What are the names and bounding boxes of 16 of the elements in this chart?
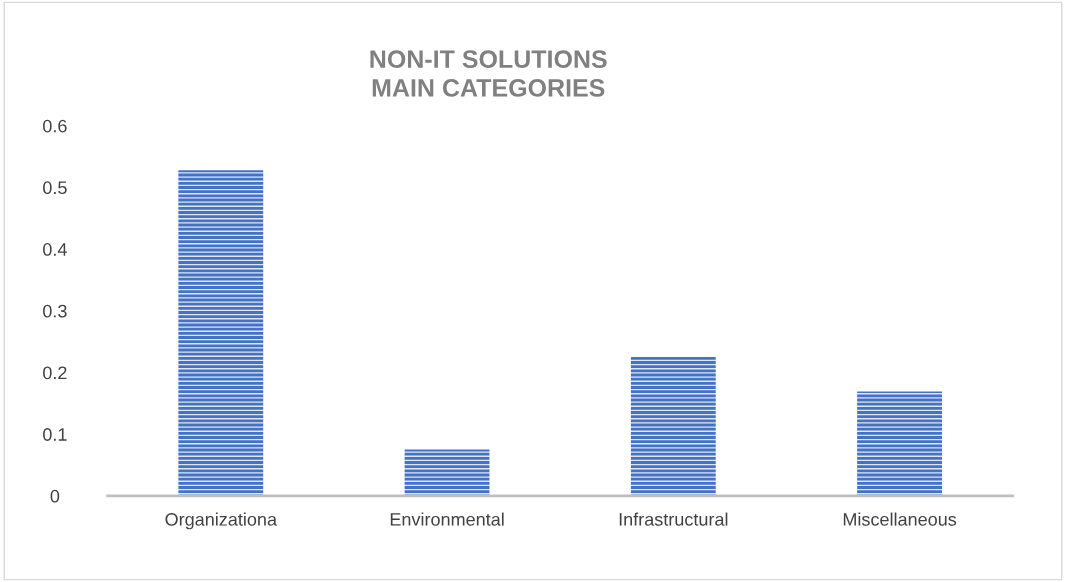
y-tick-label: 0.5 (43, 181, 67, 195)
y-tick-label: 0.6 (43, 119, 67, 133)
bar (404, 449, 490, 496)
bar (857, 391, 942, 496)
bar (630, 357, 716, 496)
y-tick-label: 0.3 (43, 304, 67, 318)
x-tick-label: Miscellaneous (843, 512, 957, 526)
x-tick-label: Infrastructural (619, 512, 728, 526)
x-tick-label: Environmental (390, 512, 504, 526)
y-tick-label: 0.1 (43, 428, 67, 441)
chart-title: NON-IT SOLUTIONS MAIN CATEGORIES (370, 50, 607, 97)
bar (178, 170, 264, 496)
y-tick-label: 0.2 (43, 366, 67, 380)
y-tick-label: 0 (50, 489, 60, 503)
y-tick-label: 0.4 (43, 243, 67, 256)
x-tick-label: Organizationa (165, 512, 278, 530)
